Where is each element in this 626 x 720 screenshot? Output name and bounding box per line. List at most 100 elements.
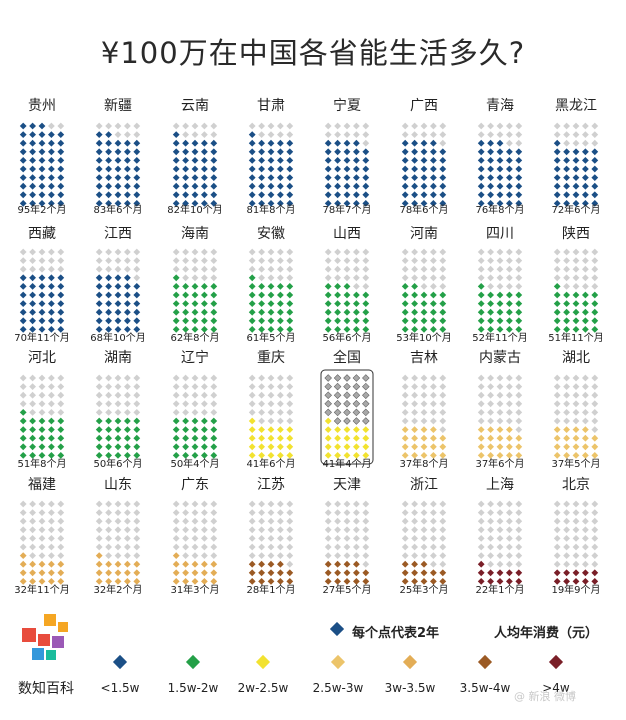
dot-filled bbox=[334, 426, 341, 433]
dot-empty bbox=[563, 560, 570, 568]
dot-empty bbox=[430, 560, 437, 568]
dot-empty bbox=[487, 535, 494, 542]
dot-empty bbox=[487, 383, 494, 390]
dot-empty bbox=[124, 131, 131, 138]
dot-filled bbox=[515, 157, 523, 164]
dot-empty bbox=[439, 400, 447, 408]
dot-filled bbox=[57, 283, 65, 290]
dot-empty bbox=[182, 409, 189, 416]
dot-filled bbox=[29, 578, 36, 585]
dot-filled bbox=[105, 291, 112, 299]
dot-filled bbox=[572, 578, 580, 585]
dot-empty bbox=[487, 374, 494, 382]
dot-filled bbox=[210, 291, 218, 299]
dot-empty bbox=[248, 265, 256, 273]
dot-empty bbox=[38, 526, 46, 534]
dot-filled bbox=[401, 426, 409, 433]
dot-empty bbox=[201, 509, 208, 516]
dot-empty bbox=[38, 535, 46, 542]
dot-empty bbox=[172, 265, 180, 273]
dot-filled bbox=[210, 326, 218, 333]
dot-filled bbox=[401, 300, 409, 307]
dot-filled bbox=[19, 122, 27, 130]
dot-empty bbox=[267, 535, 275, 542]
dot-empty bbox=[477, 517, 485, 525]
dot-filled bbox=[258, 426, 265, 433]
dot-empty bbox=[515, 535, 523, 542]
dot-filled bbox=[411, 174, 418, 181]
dot-empty bbox=[267, 409, 275, 416]
dot-filled bbox=[420, 200, 428, 207]
dot-filled bbox=[172, 191, 180, 199]
dot-empty bbox=[496, 283, 504, 290]
dot-filled bbox=[420, 317, 428, 325]
dot-empty bbox=[487, 517, 494, 525]
dot-filled bbox=[210, 157, 218, 164]
dot-filled bbox=[191, 417, 199, 425]
dot-empty bbox=[591, 383, 599, 390]
dot-filled bbox=[439, 452, 447, 459]
dot-filled bbox=[172, 283, 180, 290]
dot-empty bbox=[182, 500, 189, 508]
dot-empty bbox=[362, 257, 370, 264]
dot-empty bbox=[105, 122, 112, 130]
waffle-甘肃 bbox=[248, 122, 294, 207]
dot-empty bbox=[420, 248, 428, 256]
dot-empty bbox=[210, 500, 218, 508]
duration-label: 61年5个月 bbox=[246, 331, 295, 344]
dot-filled bbox=[496, 157, 504, 164]
dot-filled bbox=[506, 317, 513, 325]
dot-filled bbox=[582, 200, 589, 207]
dot-filled bbox=[124, 300, 131, 307]
dot-filled bbox=[38, 443, 46, 451]
dot-empty bbox=[114, 543, 122, 551]
dot-filled bbox=[95, 308, 103, 316]
dot-filled bbox=[38, 174, 46, 181]
dot-filled bbox=[38, 326, 46, 333]
dot-filled bbox=[57, 560, 65, 568]
dot-empty bbox=[182, 400, 189, 408]
dot-empty bbox=[124, 526, 131, 534]
dot-filled bbox=[353, 139, 360, 147]
dot-filled bbox=[582, 191, 589, 199]
dot-empty bbox=[105, 500, 112, 508]
dot-filled bbox=[105, 452, 112, 459]
dot-empty bbox=[553, 543, 561, 551]
dot-filled bbox=[105, 417, 112, 425]
dot-empty bbox=[343, 535, 351, 542]
dot-filled bbox=[582, 578, 589, 585]
dot-filled bbox=[182, 426, 189, 433]
dot-empty bbox=[563, 500, 570, 508]
dot-filled bbox=[572, 308, 580, 316]
province-label: 甘肃 bbox=[257, 98, 285, 114]
dot-filled bbox=[114, 578, 122, 585]
dot-empty bbox=[114, 517, 122, 525]
dot-empty bbox=[487, 122, 494, 130]
dot-filled bbox=[515, 317, 523, 325]
dot-filled bbox=[191, 165, 199, 173]
dot-empty bbox=[286, 257, 294, 264]
dot-filled bbox=[515, 291, 523, 299]
dot-filled bbox=[324, 200, 332, 207]
dot-filled bbox=[439, 291, 447, 299]
dot-empty bbox=[420, 400, 428, 408]
dot-empty bbox=[477, 257, 485, 264]
dot-empty bbox=[477, 131, 485, 138]
dot-empty bbox=[487, 391, 494, 399]
dot-empty bbox=[506, 517, 513, 525]
duration-label: 25年3个月 bbox=[399, 583, 448, 596]
waffle-青海 bbox=[477, 122, 523, 207]
dot-filled bbox=[267, 308, 275, 316]
dot-empty bbox=[258, 131, 265, 138]
dot-empty bbox=[201, 274, 208, 282]
dot-filled bbox=[334, 560, 341, 568]
dot-filled bbox=[267, 148, 275, 156]
dot-filled bbox=[182, 417, 189, 425]
dot-filled bbox=[57, 291, 65, 299]
legend-swatch-icon bbox=[402, 654, 418, 670]
dot-empty bbox=[582, 560, 589, 568]
legend-label: 2w-2.5w bbox=[237, 681, 289, 695]
dot-filled bbox=[248, 165, 256, 173]
dot-empty bbox=[191, 248, 199, 256]
dot-empty bbox=[411, 122, 418, 130]
